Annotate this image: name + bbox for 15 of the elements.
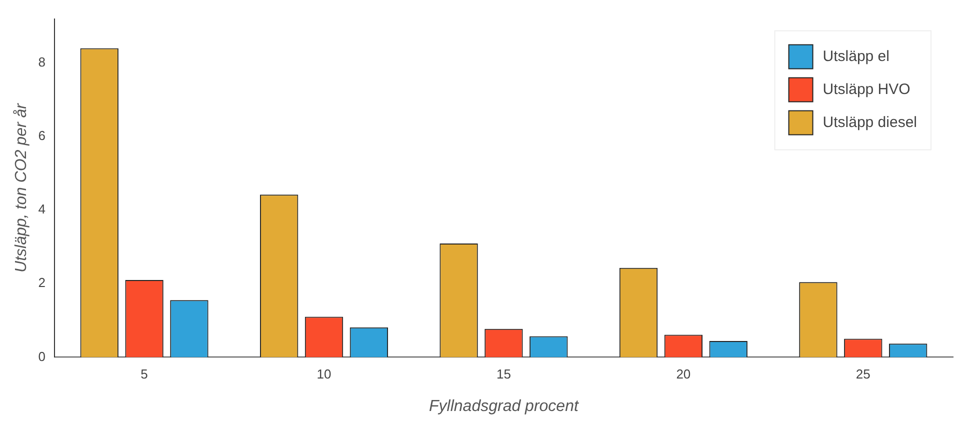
x-tick-label: 10 [316,366,332,382]
y-axis-title: Utsläpp, ton CO2 per år [13,102,30,272]
x-axis-title: Fyllnadsgrad procent [429,398,579,415]
y-tick-label: 2 [38,275,46,290]
y-tick-label: 8 [38,54,46,70]
legend-label: Utsläpp el [822,48,890,65]
x-tick-label: 25 [856,366,870,382]
y-tick-label: 6 [38,128,46,144]
x-tick-label: 20 [676,366,691,382]
legend-label: Utsläpp diesel [822,114,917,131]
y-tick-label: 4 [38,202,46,217]
x-tick-label: 5 [140,366,148,382]
y-tick-label: 0 [38,348,46,364]
x-tick-label: 15 [496,366,511,382]
legend-label: Utsläpp HVO [822,80,910,98]
